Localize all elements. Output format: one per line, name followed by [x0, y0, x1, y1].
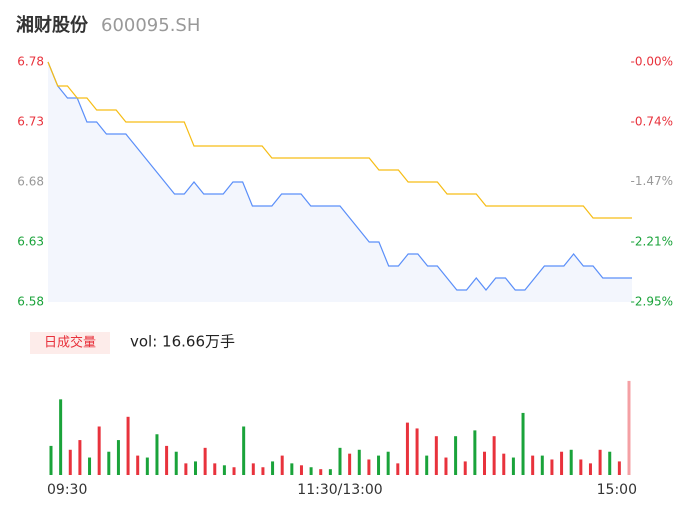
- volume-button[interactable]: 日成交量: [44, 335, 96, 351]
- volume-bar: [598, 449, 602, 475]
- volume-bar: [617, 461, 621, 475]
- volume-bar: [396, 463, 400, 475]
- volume-bar: [328, 469, 332, 475]
- volume-bar: [608, 451, 612, 475]
- x-tick-label: 11:30/13:00: [297, 482, 382, 498]
- volume-bar: [232, 467, 236, 475]
- y-tick-label: 6.58: [17, 295, 44, 309]
- y-tick-label: 6.73: [17, 115, 44, 129]
- volume-bar: [463, 461, 467, 475]
- y2-tick-label: -0.74%: [631, 115, 673, 129]
- y-tick-label: 6.78: [17, 55, 44, 69]
- y2-tick-label: -0.00%: [631, 55, 673, 69]
- volume-bar: [579, 459, 583, 475]
- volume-bar: [271, 461, 275, 475]
- volume-bar: [569, 449, 573, 475]
- y-tick-label: 6.63: [17, 235, 44, 249]
- y-tick-label: 6.68: [17, 175, 44, 189]
- volume-bar: [473, 430, 477, 475]
- volume-bar: [367, 459, 371, 475]
- volume-bar: [357, 449, 361, 475]
- volume-bar: [126, 416, 130, 475]
- volume-bar: [213, 463, 217, 475]
- volume-bar: [280, 455, 284, 475]
- volume-bar: [299, 465, 303, 475]
- volume-bar: [222, 465, 226, 475]
- volume-bar: [511, 457, 515, 475]
- volume-bar: [338, 447, 342, 475]
- volume-bar: [145, 457, 149, 475]
- volume-bar: [386, 451, 390, 475]
- volume-bar: [434, 436, 438, 475]
- volume-bar: [194, 461, 197, 475]
- volume-bar: [377, 455, 381, 475]
- volume-bar: [502, 453, 506, 475]
- y2-tick-label: -2.95%: [631, 295, 673, 309]
- volume-bar: [627, 380, 631, 475]
- volume-bar: [348, 453, 352, 475]
- volume-bar: [444, 457, 448, 475]
- volume-bar: [165, 445, 169, 475]
- volume-bar: [107, 451, 111, 475]
- volume-bar: [560, 451, 564, 475]
- price-area: [48, 62, 632, 302]
- volume-bar: [184, 463, 188, 475]
- x-tick-label: 15:00: [597, 482, 637, 498]
- volume-bar: [78, 440, 82, 475]
- volume-bar: [531, 455, 535, 475]
- volume-bar: [550, 459, 554, 475]
- volume-bar: [251, 463, 255, 475]
- average-line: [47, 61, 632, 219]
- volume-bar: [492, 436, 496, 475]
- volume-bar: [309, 467, 313, 475]
- y2-tick-label: -1.47%: [631, 174, 673, 188]
- volume-label: vol: 16.66万手: [130, 333, 235, 351]
- volume-bar: [521, 412, 525, 475]
- volume-bar: [59, 399, 63, 475]
- volume-bar: [97, 426, 101, 475]
- volume-bar: [415, 428, 419, 475]
- volume-bar: [540, 455, 544, 475]
- x-tick-label: 09:30: [47, 482, 87, 498]
- volume-bar: [136, 455, 140, 475]
- volume-bar: [588, 463, 592, 475]
- volume-bar: [483, 451, 486, 475]
- volume-bar: [405, 422, 409, 475]
- volume-bar: [203, 447, 207, 475]
- volume-bar: [49, 445, 53, 475]
- volume-bar: [319, 469, 323, 475]
- stock-name: 湘财股份: [16, 14, 89, 36]
- volume-bar: [261, 467, 265, 475]
- volume-bar: [425, 455, 429, 475]
- volume-bar: [155, 434, 159, 475]
- volume-bar: [116, 440, 120, 475]
- volume-bar: [174, 451, 178, 475]
- volume-button-bg[interactable]: [30, 332, 110, 354]
- volume-bar: [88, 457, 92, 475]
- y2-tick-label: -2.21%: [631, 234, 673, 248]
- volume-bar: [68, 449, 72, 475]
- volume-bar: [290, 463, 294, 475]
- price-line: [47, 61, 632, 291]
- volume-bar: [242, 426, 246, 475]
- volume-bar: [454, 436, 458, 475]
- stock-code: 600095.SH: [101, 15, 200, 36]
